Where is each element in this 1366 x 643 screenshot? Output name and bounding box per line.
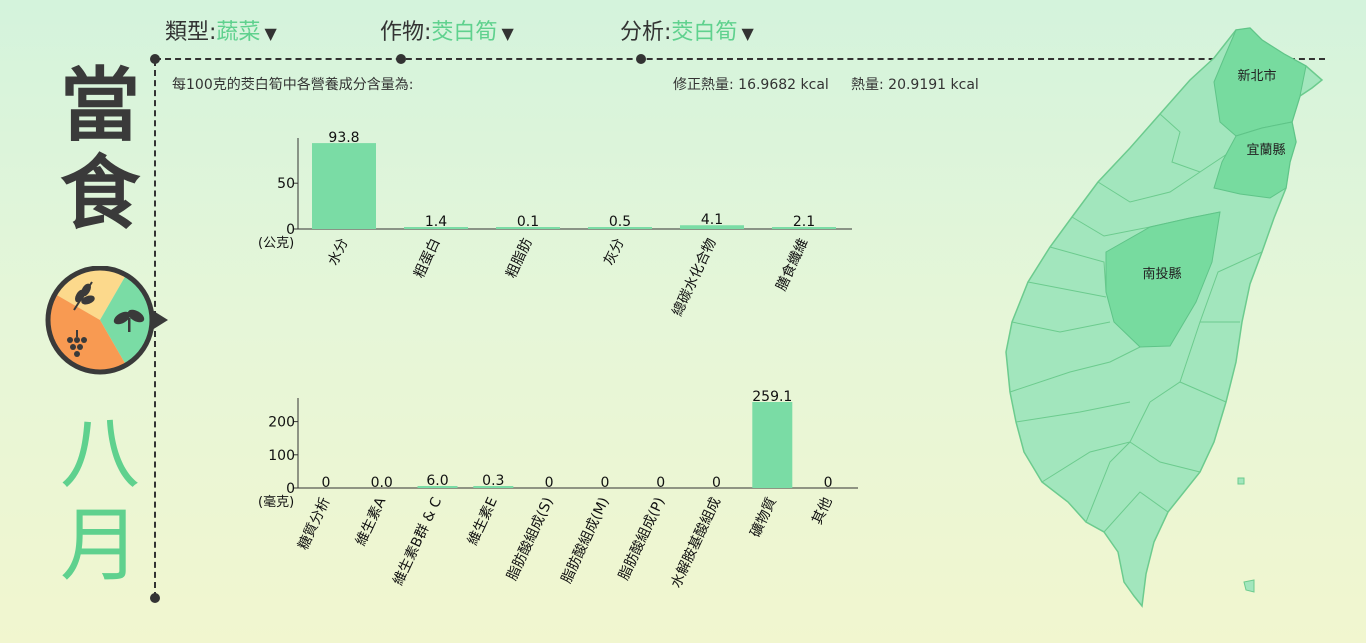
- grape-icon: [67, 330, 87, 357]
- category-label: 灰分: [601, 236, 627, 268]
- bar-value-label: 0.5: [609, 214, 631, 230]
- y-tick-label: 200: [268, 415, 295, 431]
- category-label: 脂肪酸組成(P): [616, 495, 668, 583]
- region-yilan[interactable]: [1213, 121, 1297, 199]
- bar-value-label: 0: [321, 475, 330, 491]
- chevron-down-icon: ▼: [501, 24, 514, 43]
- title-char-1: 當: [60, 59, 140, 152]
- category-label: 總碳水化合物: [669, 236, 720, 319]
- chevron-down-icon: ▼: [264, 24, 277, 43]
- bar-value-label: 0: [545, 475, 554, 491]
- pointer-arrow-icon: [152, 310, 168, 330]
- bar[interactable]: [417, 486, 458, 488]
- category-label: 脂肪酸組成(M): [559, 495, 613, 586]
- category-label: 脂肪酸組成(S): [504, 495, 556, 583]
- bar[interactable]: [588, 227, 652, 229]
- bar[interactable]: [680, 225, 744, 229]
- bar-value-label: 0: [600, 475, 609, 491]
- grain-segment[interactable]: [55, 268, 126, 320]
- category-label: 粗脂肪: [503, 236, 535, 281]
- wheat-icon: [73, 281, 95, 311]
- bar[interactable]: [772, 227, 836, 229]
- corrected-energy: 修正熱量: 16.9682 kcal: [673, 77, 829, 93]
- bar-value-label: 0.0: [371, 475, 393, 491]
- bar-value-label: 1.4: [425, 214, 447, 230]
- divider-dot: [150, 54, 160, 64]
- month-char-1: 八: [60, 407, 140, 500]
- crop-value: 茭白筍: [431, 20, 498, 45]
- taiwan-map[interactable]: 新北市 宜蘭縣 南投縣: [1000, 22, 1340, 618]
- y-tick-label: 0: [286, 481, 295, 497]
- analysis-selector[interactable]: 分析:茭白筍 ▼: [620, 14, 754, 46]
- fruit-segment[interactable]: [48, 294, 126, 372]
- category-label: 水解胺基酸組成: [667, 495, 724, 591]
- category-label: 維生素E: [465, 495, 501, 548]
- nutrient-chart-grams: 0 50 (公克) 93.8 水分 1.4 粗蛋白 0.1 粗脂肪 0.5 灰分 4.1 總碳水化合物 2…: [258, 130, 852, 319]
- bar[interactable]: [404, 227, 468, 229]
- type-label: 類型:: [165, 20, 217, 45]
- analysis-label: 分析:: [620, 20, 672, 45]
- bar-value-label: 4.1: [701, 212, 723, 228]
- title-char-2: 食: [60, 147, 140, 240]
- category-label: 糖質分析: [295, 495, 333, 553]
- y-tick-label: 50: [277, 176, 295, 192]
- crop-label: 作物:: [380, 20, 432, 45]
- category-label: 礦物質: [747, 495, 780, 540]
- type-value: 蔬菜: [216, 20, 261, 45]
- leaf-icon: [113, 309, 145, 332]
- analysis-value: 茭白筍: [671, 20, 738, 45]
- category-label: 其他: [809, 495, 835, 527]
- bar-value-label: 0: [712, 475, 721, 491]
- y-tick-label: 100: [268, 448, 295, 464]
- divider-dot: [636, 54, 646, 64]
- bar-value-label: 0.1: [517, 214, 539, 230]
- bar[interactable]: [312, 143, 376, 229]
- bar-value-label: 0: [656, 475, 665, 491]
- bar-value-label: 0.3: [482, 473, 504, 489]
- green-island-shape: [1237, 477, 1245, 485]
- bar[interactable]: [752, 402, 793, 488]
- y-unit-label: (毫克): [258, 494, 294, 510]
- category-label: 維生素A: [353, 495, 389, 549]
- category-label: 膳食纖維: [773, 236, 812, 294]
- map-label-yilan: 宜蘭縣: [1246, 142, 1285, 158]
- chevron-down-icon: ▼: [741, 24, 754, 43]
- energy: 熱量: 20.9191 kcal: [851, 77, 979, 93]
- orchid-island-shape: [1243, 579, 1255, 593]
- bar-value-label: 2.1: [793, 214, 815, 230]
- side-divider: [154, 60, 156, 598]
- category-label: 水分: [325, 236, 351, 268]
- region-nantou[interactable]: [1105, 211, 1221, 348]
- crop-selector[interactable]: 作物:茭白筍 ▼: [380, 14, 514, 46]
- y-unit-label: (公克): [258, 236, 294, 251]
- divider-dot: [396, 54, 406, 64]
- category-label: 粗蛋白: [411, 236, 443, 281]
- bar[interactable]: [473, 486, 514, 488]
- bar-value-label: 259.1: [752, 389, 792, 405]
- divider-dot: [150, 593, 160, 603]
- month-char-2: 月: [60, 499, 140, 592]
- category-wheel[interactable]: [44, 266, 170, 376]
- bar-value-label: 0: [824, 475, 833, 491]
- bar-value-label: 6.0: [426, 473, 448, 489]
- bar[interactable]: [496, 227, 560, 229]
- type-selector[interactable]: 類型:蔬菜 ▼: [165, 14, 277, 46]
- y-tick-label: 0: [286, 222, 295, 238]
- header-divider: [155, 58, 1325, 60]
- category-label: 維生素B群 & C: [390, 495, 445, 588]
- nutrition-subtitle: 每100克的茭白筍中各營養成分含量為:: [172, 77, 414, 93]
- bar-value-label: 93.8: [328, 130, 359, 146]
- map-label-nantou: 南投縣: [1142, 266, 1181, 282]
- map-label-new-taipei: 新北市: [1237, 68, 1276, 84]
